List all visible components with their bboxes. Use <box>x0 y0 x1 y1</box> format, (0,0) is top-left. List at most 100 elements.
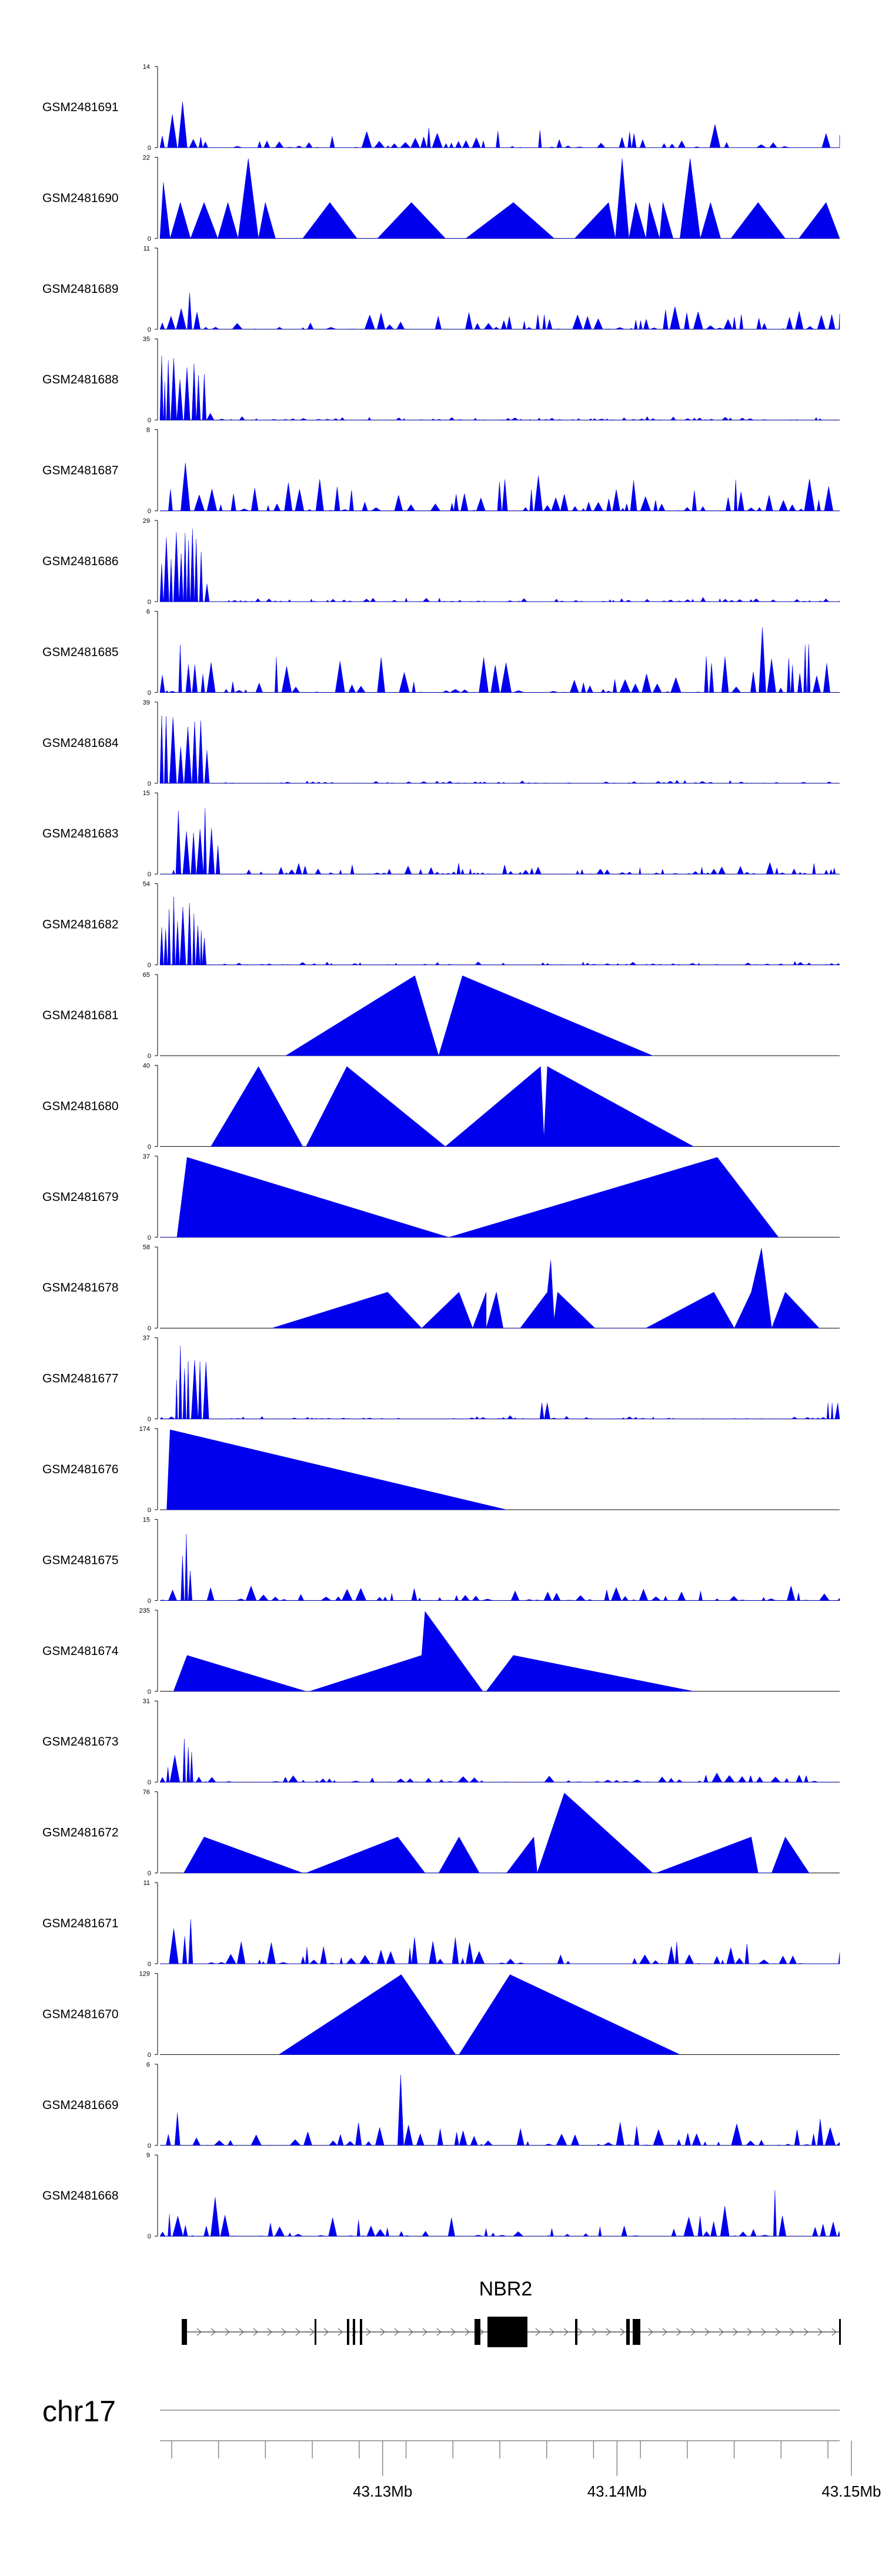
y-max-label: 37 <box>143 1335 150 1342</box>
exon <box>633 2319 640 2345</box>
coverage-area <box>159 1346 840 1419</box>
y-zero-label: 0 <box>148 599 151 606</box>
track-label: GSM2481690 <box>42 191 119 205</box>
exon <box>360 2319 362 2345</box>
strand-arrow <box>295 2328 300 2336</box>
strand-arrow <box>366 2328 371 2336</box>
track-GSM2481681: GSM2481681 65 0 <box>42 972 840 1060</box>
coverage-area <box>159 627 840 693</box>
strand-arrow <box>436 2328 442 2336</box>
strand-arrow <box>479 2328 484 2336</box>
y-max-label: 9 <box>146 2152 150 2159</box>
y-zero-label: 0 <box>148 1234 151 1242</box>
coverage-area <box>159 356 840 421</box>
y-max-label: 37 <box>143 1153 150 1160</box>
track-GSM2481691: GSM2481691 14 0 <box>42 64 840 152</box>
track-label: GSM2481691 <box>42 101 119 114</box>
y-max-label: 11 <box>143 245 150 252</box>
track-GSM2481688: GSM2481688 35 0 <box>42 336 840 424</box>
chromosome-label: chr17 <box>42 2395 116 2428</box>
y-max-label: 31 <box>143 1698 150 1705</box>
y-zero-label: 0 <box>148 1143 151 1150</box>
track-label: GSM2481685 <box>42 645 119 659</box>
strand-arrow <box>719 2328 724 2336</box>
coverage-tracks: GSM2481691140GSM2481690220GSM2481689110G… <box>42 64 840 2240</box>
y-zero-label: 0 <box>148 2233 151 2240</box>
strand-arrow <box>535 2328 540 2336</box>
track-GSM2481684: GSM2481684 39 0 <box>42 699 840 788</box>
track-label: GSM2481670 <box>42 2007 119 2021</box>
exon <box>353 2319 355 2345</box>
track-GSM2481679: GSM2481679 37 0 <box>42 1153 840 1242</box>
y-zero-label: 0 <box>148 1325 151 1332</box>
track-label: GSM2481669 <box>42 2098 119 2112</box>
y-zero-label: 0 <box>148 1779 151 1786</box>
strand-arrow <box>648 2328 653 2336</box>
strand-arrow <box>253 2328 258 2336</box>
y-max-label: 29 <box>143 518 150 525</box>
axis-tick-label: 43.13Mb <box>353 2482 412 2500</box>
strand-arrow <box>465 2328 470 2336</box>
y-zero-label: 0 <box>148 326 151 333</box>
coverage-area <box>159 715 840 784</box>
y-max-label: 15 <box>143 790 150 797</box>
gene-track: NBR2 <box>182 2278 841 2347</box>
y-zero-label: 0 <box>148 417 151 424</box>
strand-arrow <box>380 2328 385 2336</box>
exon <box>575 2319 577 2345</box>
y-zero-label: 0 <box>148 2143 151 2150</box>
exon <box>626 2319 630 2345</box>
track-label: GSM2481684 <box>42 736 119 750</box>
y-max-label: 35 <box>143 336 150 343</box>
axis-tick-label: 43.15Mb <box>821 2482 881 2500</box>
strand-arrow <box>789 2328 794 2336</box>
axis-tick-label: 43.14Mb <box>587 2482 647 2500</box>
strand-arrow <box>450 2328 456 2336</box>
coverage-area <box>173 1611 694 1692</box>
y-max-label: 174 <box>139 1426 150 1433</box>
track-GSM2481690: GSM2481690 22 0 <box>42 154 840 242</box>
strand-arrow <box>817 2328 823 2336</box>
track-GSM2481683: GSM2481683 15 0 <box>42 790 840 878</box>
strand-arrow <box>281 2328 286 2336</box>
y-max-label: 11 <box>143 1880 150 1887</box>
y-max-label: 76 <box>143 1789 150 1796</box>
y-zero-label: 0 <box>148 235 151 242</box>
strand-arrow <box>394 2328 399 2336</box>
track-label: GSM2481678 <box>42 1281 119 1294</box>
strand-arrow <box>196 2328 202 2336</box>
coverage-area <box>183 1793 810 1873</box>
track-label: GSM2481679 <box>42 1190 119 1204</box>
strand-arrow <box>620 2328 625 2336</box>
coverage-area <box>166 1429 507 1510</box>
coverage-area <box>159 529 840 602</box>
coverage-area <box>285 975 653 1056</box>
strand-arrow <box>662 2328 667 2336</box>
exon <box>347 2319 349 2345</box>
strand-arrow <box>704 2328 710 2336</box>
coverage-area <box>159 101 840 148</box>
coverage-area <box>272 1248 820 1329</box>
track-GSM2481671: GSM2481671 11 0 <box>42 1880 840 1968</box>
y-max-label: 14 <box>143 64 150 71</box>
y-zero-label: 0 <box>148 1689 151 1696</box>
gene-label: NBR2 <box>479 2278 533 2300</box>
y-zero-label: 0 <box>148 1961 151 1968</box>
track-GSM2481682: GSM2481682 54 0 <box>42 881 840 969</box>
track-GSM2481689: GSM2481689 11 0 <box>42 245 840 333</box>
track-label: GSM2481686 <box>42 555 119 568</box>
track-label: GSM2481668 <box>42 2189 119 2203</box>
track-GSM2481670: GSM2481670 129 0 <box>42 1970 840 2058</box>
track-label: GSM2481680 <box>42 1099 119 1113</box>
y-zero-label: 0 <box>148 1053 151 1060</box>
strand-arrow <box>761 2328 766 2336</box>
genome-axis: chr17 43.13Mb 43.14Mb 43.15Mb <box>42 2395 881 2500</box>
strand-arrow <box>225 2328 230 2336</box>
strand-arrow <box>592 2328 597 2336</box>
y-max-label: 22 <box>143 154 150 161</box>
strand-arrow <box>323 2328 329 2336</box>
y-max-label: 65 <box>143 972 150 979</box>
coverage-area <box>159 158 840 239</box>
y-zero-label: 0 <box>148 689 151 696</box>
